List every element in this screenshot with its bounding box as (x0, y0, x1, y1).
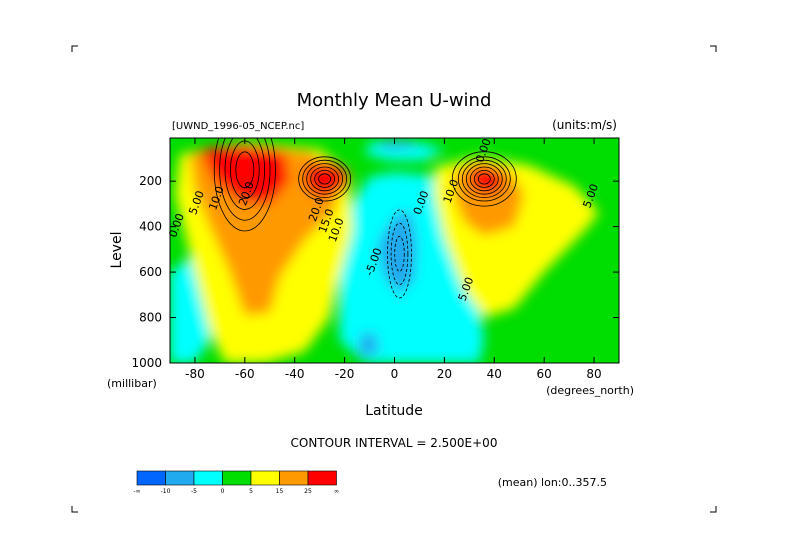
y-tick-label-3: 800 (139, 311, 162, 325)
south-jet-core-polar (199, 144, 290, 204)
south-jet-contour-0 (318, 173, 332, 185)
north-jet-contour-2 (469, 166, 499, 192)
polar-jet-contour-3 (219, 138, 271, 221)
corner-marks (71, 45, 717, 513)
legend-swatch-1 (165, 470, 195, 486)
y-tick-label-1: 400 (139, 220, 162, 234)
y-axis-label: Level (109, 232, 125, 269)
polar-jet-contour-4 (213, 138, 276, 232)
x-axis-label: Latitude (365, 403, 423, 419)
legend-swatch-2 (193, 470, 223, 486)
north-jet-core (469, 163, 505, 195)
x-tick-label-7: 60 (537, 367, 552, 381)
legend-label-6: 25 (304, 488, 312, 495)
south-jet-contour-1 (314, 170, 336, 188)
legend-label-3: 0 (221, 488, 225, 495)
legend-label-4: 5 (249, 488, 253, 495)
north-jet-contour-3 (465, 163, 503, 195)
legend-swatch-3 (222, 470, 252, 486)
x-tick-label-8: 80 (586, 367, 601, 381)
y-tick-label-2: 600 (139, 265, 162, 279)
units-label: (units:m/s) (552, 118, 617, 132)
legend-label-1: -10 (161, 488, 171, 495)
legend-label-5: 15 (276, 488, 284, 495)
south-jet-contour-3 (306, 163, 344, 195)
x-axis-unit: (degrees_north) (546, 384, 634, 397)
x-tick-label-1: -60 (235, 367, 255, 381)
easterly-surface-region (359, 331, 380, 359)
easterly-strong-region (377, 210, 417, 295)
north-jet-contour-1 (473, 170, 495, 188)
south-jet-contour-5 (298, 156, 352, 202)
legend-swatch-6 (307, 470, 337, 486)
north-jet-contour-0 (477, 173, 491, 185)
legend-label-7: ∞ (334, 488, 339, 495)
x-tick-label-0: -80 (185, 367, 205, 381)
south-jet-contour-4 (302, 159, 348, 199)
footer-note: (mean) lon:0..357.5 (498, 476, 607, 489)
y-tick-label-0: 200 (139, 174, 162, 188)
y-tick-label-4: 1000 (131, 356, 162, 370)
easterly-contour-1 (390, 222, 409, 286)
easterly-contour-0 (394, 235, 405, 272)
contour-interval-text: CONTOUR INTERVAL = 2.500E+00 (291, 436, 498, 450)
x-tick-label-3: -20 (335, 367, 355, 381)
x-axis: -80 -60 -40 -20 0 20 40 60 80 (185, 138, 602, 381)
chart-title: Monthly Mean U-wind (297, 90, 492, 111)
x-tick-label-2: -40 (285, 367, 305, 381)
south-jet-contour-2 (310, 166, 340, 192)
contour-lines (213, 138, 517, 299)
north-jet-contour-6 (451, 151, 517, 207)
upper-easterly-strong (379, 140, 420, 150)
color-legend: -∞ -10 -5 0 5 15 25 ∞ (133, 470, 339, 495)
polar-jet-contour-0 (235, 151, 255, 189)
dataset-label: [UWND_1996-05_NCEP.nc] (172, 121, 304, 132)
legend-label-0: -∞ (133, 488, 140, 495)
x-tick-label-4: 0 (391, 367, 399, 381)
legend-label-2: -5 (191, 488, 197, 495)
north-jet-contour-4 (461, 159, 507, 199)
polar-jet-contour-2 (224, 138, 266, 210)
easterly-contour-2 (387, 209, 412, 299)
y-axis-unit: (millibar) (107, 377, 157, 390)
x-tick-label-5: 20 (437, 367, 452, 381)
north-jet-contour-5 (457, 156, 511, 202)
legend-swatch-5 (279, 470, 309, 486)
x-tick-label-6: 40 (487, 367, 502, 381)
legend-swatch-0 (136, 470, 166, 486)
legend-swatch-4 (250, 470, 280, 486)
y-axis: 200 400 600 800 1000 (131, 174, 619, 370)
